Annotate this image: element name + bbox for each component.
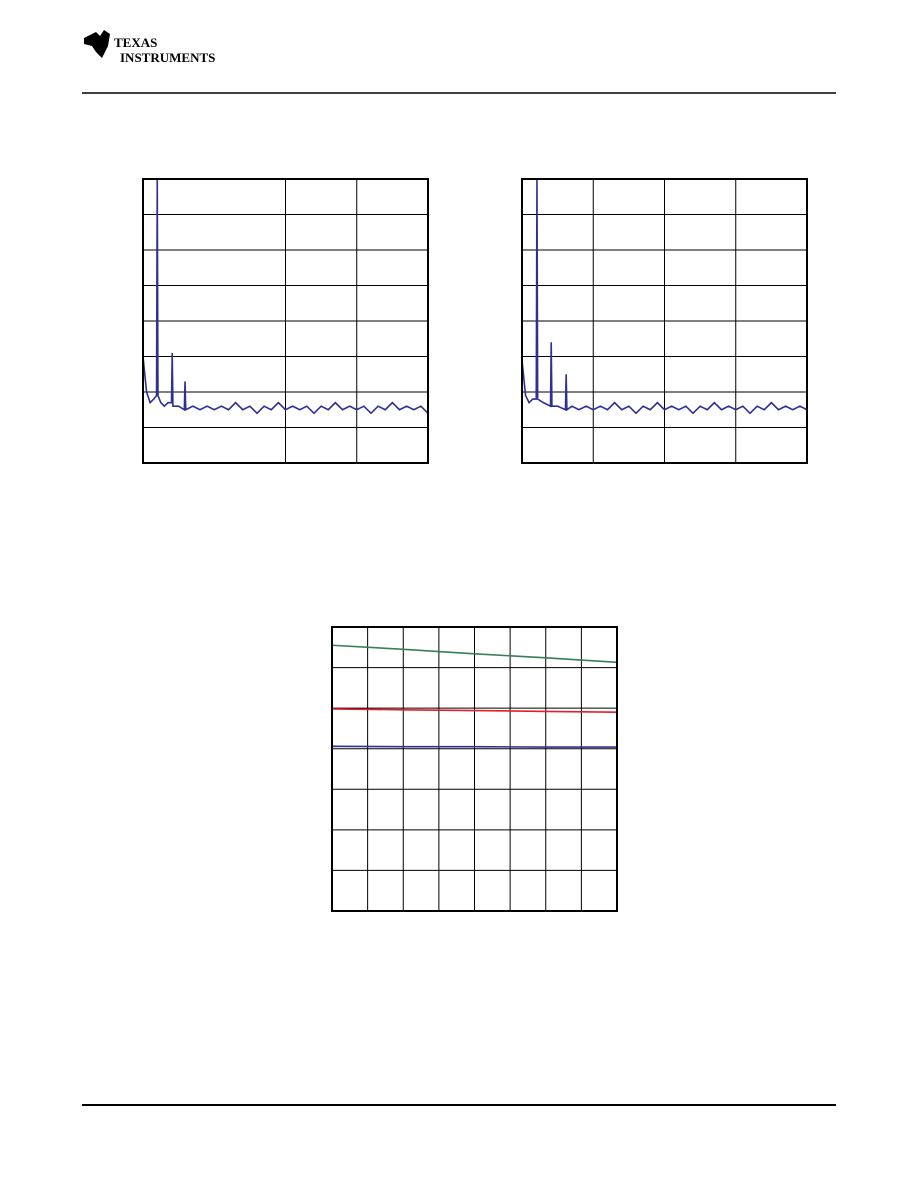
plot-frame (331, 626, 618, 912)
series-line (331, 708, 618, 713)
series-line (521, 178, 808, 415)
plot-frame (521, 178, 808, 464)
brand-bottom: Instruments (120, 50, 215, 65)
logo: Texas Instruments (84, 30, 215, 65)
brand-top: Texas (114, 35, 157, 50)
logo-icon (84, 30, 110, 58)
plot-frame (142, 178, 429, 464)
series-line (142, 178, 429, 415)
series-line (331, 745, 617, 748)
series-line (331, 644, 618, 664)
